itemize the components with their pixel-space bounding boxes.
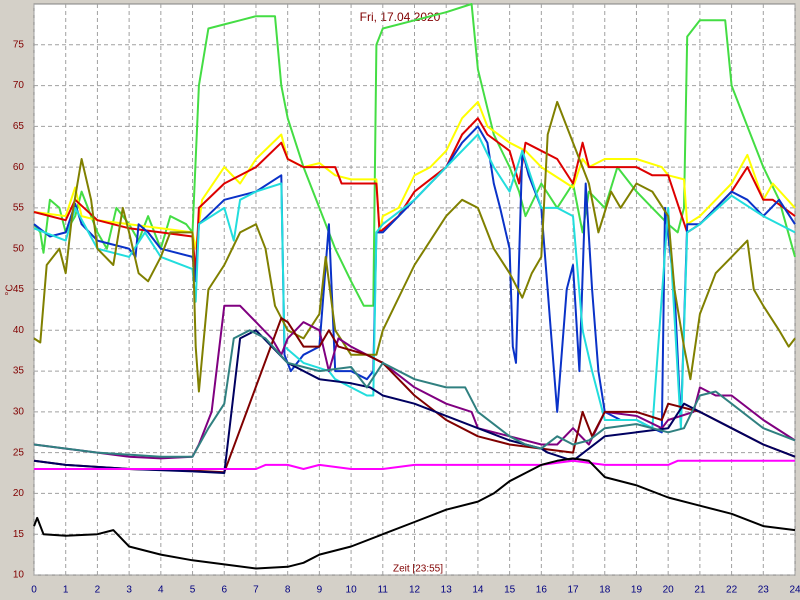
y-tick-label: 60 bbox=[13, 162, 25, 173]
series-line bbox=[33, 100, 796, 393]
x-axis-label: Zeit [23:55] bbox=[393, 564, 443, 575]
y-axis-label: °C bbox=[5, 284, 16, 295]
y-tick-label: 25 bbox=[13, 447, 25, 458]
x-tick-label: 20 bbox=[663, 585, 675, 596]
x-tick-label: 24 bbox=[789, 585, 800, 596]
y-tick-label: 35 bbox=[13, 366, 25, 377]
x-tick-label: 8 bbox=[285, 585, 291, 596]
series-line bbox=[33, 329, 796, 474]
y-tick-label: 30 bbox=[13, 406, 25, 417]
y-tick-label: 65 bbox=[13, 121, 25, 132]
x-tick-label: 2 bbox=[95, 585, 101, 596]
x-tick-label: 11 bbox=[378, 585, 389, 596]
y-tick-label: 15 bbox=[13, 529, 25, 540]
x-tick-label: 21 bbox=[694, 585, 706, 596]
series-line bbox=[33, 457, 796, 570]
y-tick-label: 20 bbox=[13, 488, 25, 499]
x-tick-label: 4 bbox=[158, 585, 164, 596]
x-tick-label: 1 bbox=[63, 585, 69, 596]
x-tick-label: 13 bbox=[441, 585, 453, 596]
y-tick-label: 10 bbox=[13, 570, 25, 581]
y-tick-label: 40 bbox=[13, 325, 25, 336]
x-tick-label: 9 bbox=[317, 585, 323, 596]
x-tick-label: 22 bbox=[726, 585, 738, 596]
x-tick-label: 23 bbox=[758, 585, 770, 596]
x-tick-label: 16 bbox=[536, 585, 548, 596]
y-tick-label: 50 bbox=[13, 243, 25, 254]
series-line bbox=[33, 317, 796, 474]
y-tick-label: 45 bbox=[13, 284, 25, 295]
series-line bbox=[33, 100, 796, 250]
x-tick-label: 6 bbox=[221, 585, 227, 596]
y-tick-label: 70 bbox=[13, 80, 25, 91]
x-tick-label: 18 bbox=[599, 585, 611, 596]
x-tick-label: 17 bbox=[567, 585, 579, 596]
series-line bbox=[34, 459, 795, 470]
y-tick-label: 55 bbox=[13, 203, 25, 214]
x-tick-label: 10 bbox=[346, 585, 358, 596]
y-tick-label: 75 bbox=[13, 39, 25, 50]
x-tick-label: 19 bbox=[631, 585, 643, 596]
x-tick-label: 7 bbox=[253, 585, 259, 596]
series-line bbox=[33, 329, 796, 458]
x-tick-label: 12 bbox=[409, 585, 421, 596]
x-tick-label: 3 bbox=[126, 585, 132, 596]
x-tick-label: 15 bbox=[504, 585, 516, 596]
x-tick-label: 5 bbox=[190, 585, 196, 596]
series-line bbox=[33, 117, 796, 275]
chart-title: Fri, 17.04.2020 bbox=[360, 10, 441, 24]
x-tick-label: 14 bbox=[472, 585, 484, 596]
x-tick-label: 0 bbox=[31, 585, 37, 596]
